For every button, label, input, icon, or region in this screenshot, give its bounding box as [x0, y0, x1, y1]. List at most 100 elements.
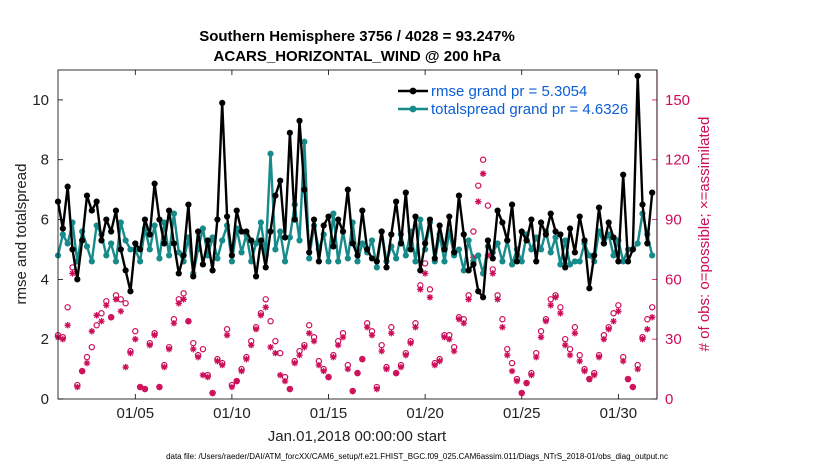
rmse-point [103, 216, 110, 223]
rmse-point [455, 192, 463, 199]
spread-point [634, 240, 641, 247]
rmse-point [441, 246, 448, 253]
spread-point [277, 228, 284, 235]
rmse-point [542, 231, 549, 238]
obs-assimilated-marker [513, 377, 521, 385]
spread-point [465, 237, 472, 244]
obs-assimilated-marker [576, 357, 583, 365]
obs-assimilated-marker [397, 363, 405, 371]
y-axis-right-label: # of obs: o=possible; ×=assimilated [696, 117, 713, 352]
obs-assimilated-marker [455, 316, 463, 323]
spread-point [335, 258, 342, 265]
footer-datafile: data file: /Users/raeder/DAI/ATM_forcXX/… [166, 452, 668, 461]
obs-possible-marker [223, 326, 231, 333]
obs-assimilated-marker [600, 335, 608, 343]
rmse-point [610, 234, 617, 241]
rmse-point [373, 258, 380, 265]
spread-point [460, 267, 467, 274]
rmse-point [470, 261, 477, 268]
rmse-point [137, 246, 144, 253]
obs-assimilated-marker [489, 270, 496, 277]
rmse-point [533, 258, 540, 265]
spread-point [557, 261, 564, 268]
rmse-point [272, 192, 279, 199]
obs-assimilated-marker [542, 318, 550, 325]
spread-point [373, 264, 380, 271]
obs-possible-marker [122, 300, 129, 307]
spread-point [286, 234, 293, 241]
spread-point [359, 240, 366, 247]
rmse-point [315, 258, 322, 265]
obs-possible-marker [576, 351, 583, 359]
rmse-point [296, 117, 303, 124]
rmse-point [591, 252, 598, 259]
rmse-point [475, 288, 482, 295]
obs-assimilated-marker [523, 379, 530, 387]
obs-possible-marker [305, 322, 313, 329]
obs-possible-marker [508, 359, 516, 367]
obs-assimilated-marker [363, 324, 371, 331]
rmse-point [581, 237, 588, 244]
spread-point [103, 252, 110, 259]
rmse-point [219, 99, 226, 106]
legend: rmse grand pr = 5.3054 totalspread grand… [398, 83, 628, 118]
rmse-point [194, 228, 202, 235]
rmse-point [243, 228, 250, 235]
obs-assimilated-marker [586, 375, 593, 383]
rmse-point [388, 231, 395, 238]
rmse-point [412, 213, 419, 220]
obs-possible-marker [426, 286, 434, 293]
obs-possible-marker [267, 318, 274, 325]
obs-assimilated-marker [368, 331, 376, 339]
spread-point [122, 237, 129, 244]
rmse-point [74, 276, 81, 283]
obs-assimilated-marker [494, 296, 501, 303]
obs-assimilated-marker [388, 330, 395, 337]
spread-point [547, 249, 554, 256]
obs-possible-marker [132, 328, 139, 335]
obs-assimilated-marker [460, 320, 467, 327]
x-tick-label: 01/10 [213, 405, 251, 422]
obs-assimilated-marker [634, 365, 641, 373]
rmse-point [214, 216, 221, 223]
y-right-tick-label: 60 [665, 271, 682, 288]
rmse-point [451, 249, 458, 256]
rmse-point [383, 264, 390, 271]
rmse-point [562, 264, 569, 271]
rmse-point [199, 261, 207, 268]
x-axis-label: Jan.01,2018 00:00:00 start [268, 428, 447, 445]
obs-possible-marker [562, 335, 569, 343]
spread-point [344, 255, 351, 262]
rmse-point [252, 273, 260, 280]
obs-possible-marker [571, 324, 579, 331]
rmse-point [127, 288, 134, 295]
obs-assimilated-marker [581, 367, 588, 375]
obs-assimilated-marker [223, 331, 231, 339]
y-tick-label: 0 [41, 391, 49, 408]
spread-point [214, 255, 221, 262]
obs-assimilated-marker [151, 331, 158, 339]
spread-point [586, 252, 593, 259]
spread-point [552, 234, 559, 241]
obs-assimilated-marker [107, 314, 115, 321]
chart-subtitle: ACARS_HORIZONTAL_WIND @ 200 hPa [214, 48, 502, 65]
obs-assimilated-marker [315, 361, 323, 369]
rmse-point [223, 213, 231, 220]
spread-point [518, 258, 525, 265]
obs-assimilated-marker [117, 308, 124, 315]
rmse-point [64, 183, 71, 190]
obs-assimilated-marker [499, 324, 506, 331]
obs-assimilated-marker [305, 330, 313, 337]
spread-point [257, 219, 264, 226]
spread-point [649, 252, 656, 259]
obs-assimilated-marker [484, 252, 492, 259]
obs-possible-marker [199, 345, 207, 353]
rmse-point [426, 216, 434, 223]
spread-point [166, 252, 173, 259]
rmse-point [98, 237, 105, 244]
obs-assimilated-marker [407, 339, 414, 347]
obs-assimilated-marker [59, 335, 67, 343]
obs-assimilated-marker [339, 333, 347, 341]
rmse-point [112, 207, 120, 214]
rmse-point [146, 231, 153, 238]
